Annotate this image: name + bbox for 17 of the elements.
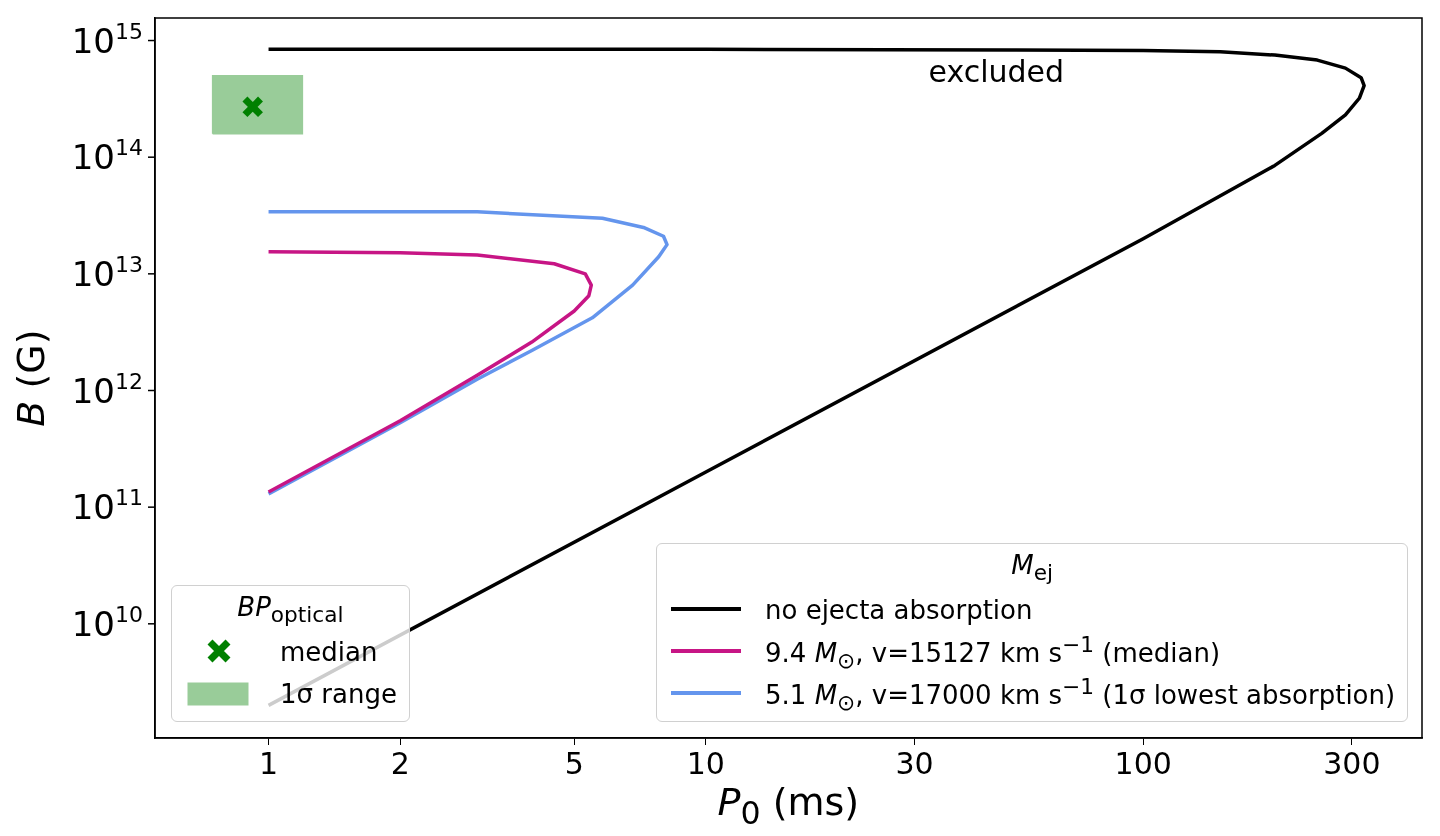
x-tick-label: 10 [686, 745, 725, 781]
x-tick-label: 2 [390, 745, 410, 781]
text: BP$_{optical}$ [237, 592, 344, 628]
text: M$_{ej}$ [1011, 550, 1053, 586]
x-tick-label: 300 [1323, 745, 1381, 781]
legend-label: median [280, 637, 378, 668]
x-axis-title: P$_{0}$ (ms) [717, 780, 860, 831]
x-tick-label: 100 [1114, 745, 1172, 781]
y-axis-title: B (G) [8, 329, 53, 427]
x-tick-label: 1 [259, 745, 279, 781]
annotation: excluded [928, 53, 1065, 89]
legend-label: 5.1 M$_{⊙}$, v=17000 km s$^{−1}$ (1σ lowest absorption) [765, 673, 1396, 715]
legend-label: 1σ range [280, 679, 397, 710]
legend-label: 9.4 M$_{⊙}$, v=15127 km s$^{−1}$ (median) [765, 631, 1221, 673]
legend-label: no ejecta absorption [765, 595, 1033, 626]
x-tick-label: 30 [895, 745, 934, 781]
x-tick-label: 5 [564, 745, 584, 781]
